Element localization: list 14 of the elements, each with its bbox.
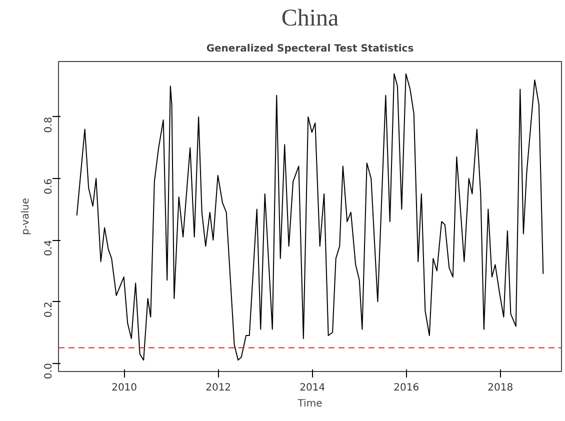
x-tick-label: 2014 — [300, 382, 326, 394]
y-tick-label: 0.0 — [44, 363, 54, 380]
x-axis-title: Time — [296, 398, 322, 410]
x-tick-label: 2010 — [112, 382, 138, 394]
x-tick-label: 2012 — [206, 382, 232, 394]
chart-subtitle: Generalized Specteral Test Statistics — [206, 44, 414, 54]
chart-title: China — [281, 6, 340, 32]
x-tick-label: 2018 — [488, 382, 514, 394]
y-tick-label: 0.2 — [44, 302, 54, 318]
x-tick-label: 2016 — [394, 382, 420, 394]
y-axis-title: p-value — [20, 198, 32, 235]
y-tick-label: 0.6 — [44, 178, 54, 194]
y-tick-label: 0.8 — [44, 116, 54, 133]
y-tick-label: 0.4 — [44, 240, 54, 256]
